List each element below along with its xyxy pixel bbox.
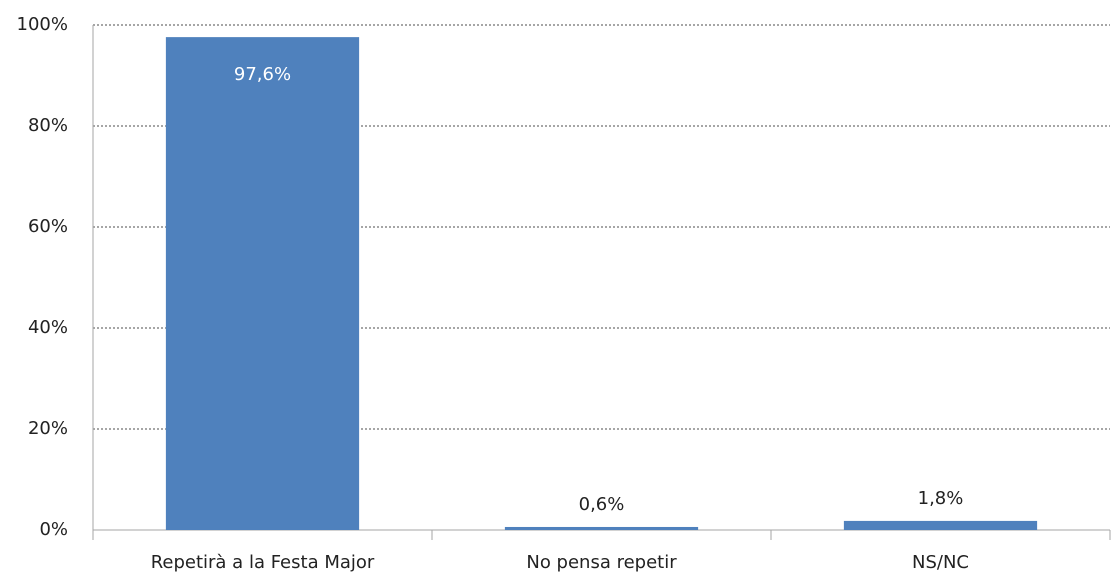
bar <box>165 37 360 531</box>
value-label: 1,8% <box>918 488 964 509</box>
bar <box>504 526 699 530</box>
x-tick-label: Repetirà a la Festa Major <box>151 552 375 573</box>
bar <box>843 520 1038 530</box>
y-tick-label: 0% <box>39 519 68 540</box>
y-tick-label: 80% <box>28 115 68 136</box>
y-tick-label: 100% <box>17 14 68 35</box>
value-label: 0,6% <box>579 494 625 515</box>
x-tick-label: No pensa repetir <box>526 552 677 573</box>
y-tick-label: 60% <box>28 216 68 237</box>
y-tick-label: 40% <box>28 317 68 338</box>
value-label: 97,6% <box>234 64 291 85</box>
x-tick-label: NS/NC <box>912 552 969 573</box>
y-tick-label: 20% <box>28 418 68 439</box>
